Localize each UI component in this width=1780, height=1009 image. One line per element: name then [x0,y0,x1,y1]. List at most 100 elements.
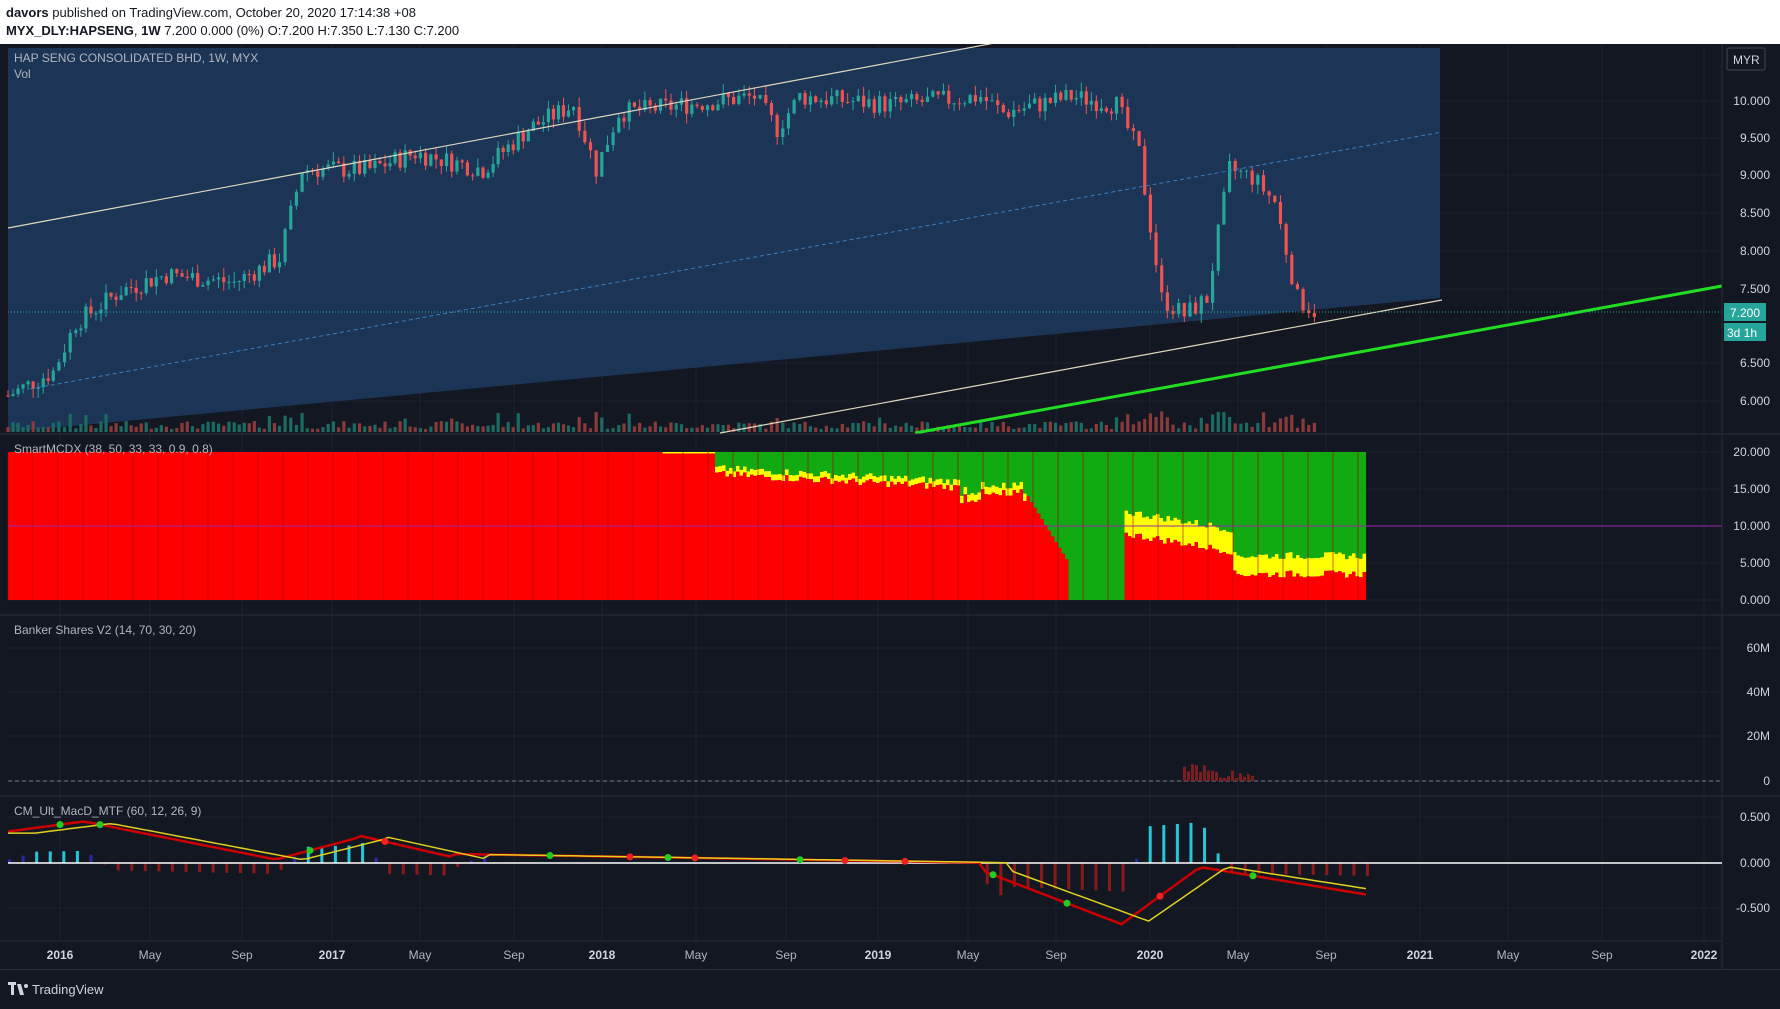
smart-red-bar [1363,572,1367,600]
banker-bar [1231,771,1234,781]
macd-hist-bar [1176,824,1179,863]
smart-green-bar [992,452,996,485]
smart-yellow-bar [1230,532,1234,554]
smart-title[interactable]: SmartMCDX (38, 50, 33, 33, 0.9, 0.8) [14,442,213,456]
candle-body [701,106,704,110]
smart-yellow-bar [722,465,726,471]
candle-body [373,161,376,168]
smart-green-bar [761,452,765,469]
candle-body [6,396,9,397]
smart-red-bar [1356,576,1360,600]
smart-red-bar [1188,544,1192,600]
volume-bar [1075,422,1078,432]
macd-hist-bar [443,863,446,875]
macd-title[interactable]: CM_Ult_MacD_MTF (60, 12, 26, 9) [14,804,201,818]
smart-yellow-bar [1188,521,1192,543]
candle-body [207,281,210,285]
smart-yellow-bar [1359,559,1363,578]
volume-bar [1137,422,1140,432]
smart-green-bar [922,452,926,476]
smart-green-bar [852,452,856,473]
axis-tick-label: 8.500 [1740,206,1770,220]
smart-yellow-bar [1191,524,1195,546]
smart-green-bar [1265,452,1269,554]
main-title[interactable]: HAP SENG CONSOLIDATED BHD, 1W, MYX [14,51,258,65]
volume-bar [492,425,495,432]
smart-red-bar [1160,540,1164,600]
volume-bar [716,424,719,432]
volume-bar [990,422,993,432]
smart-red-bar [894,485,898,600]
candle-body [1012,110,1015,117]
smart-green-bar [1342,452,1346,554]
candle-body [455,160,458,171]
volume-bar [764,429,767,432]
volume-bar [300,413,303,432]
smart-green-bar [869,452,873,473]
macd-cross-dot [665,854,672,861]
macd-hist-bar [225,863,228,873]
smart-yellow-bar [1233,552,1237,571]
smart-green-bar [775,452,779,474]
smart-yellow-bar [939,479,943,485]
candle-body [1279,202,1282,224]
smart-yellow-bar [964,487,968,494]
macd-hist-bar [280,863,283,870]
smart-green-bar [1209,452,1213,523]
candle-body [476,167,479,175]
smart-green-bar [1058,452,1062,548]
smart-red-bar [1240,575,1244,600]
candle-body [617,118,620,133]
volume-bar [910,426,913,432]
volume-bar [617,425,620,432]
symbol-name[interactable]: MYX_DLY:HAPSENG [6,23,134,38]
banker-title[interactable]: Banker Shares V2 (14, 70, 30, 20) [14,623,196,637]
smart-red-bar [1048,531,1052,600]
volume-bar [578,417,581,432]
smart-yellow-bar [768,471,772,477]
volume-bar [527,425,530,432]
chart-area[interactable]: HAP SENG CONSOLIDATED BHD, 1W, MYX Vol S… [0,44,1780,969]
volume-bar [16,423,19,432]
price-channel[interactable] [8,48,1440,432]
smart-red-bar [817,482,821,600]
volume-bar [222,426,225,432]
vol-label[interactable]: Vol [14,67,31,81]
candle-body [150,278,153,286]
candle-body [512,144,515,150]
volume-bar [606,429,609,432]
macd-hist-bar [89,855,92,863]
smart-green-bar [1044,452,1048,525]
smart-green-bar [1321,452,1325,557]
macd-hist-bar [157,863,160,871]
smart-yellow-bar [1352,553,1356,572]
smart-red-bar [785,475,789,600]
publisher-name[interactable]: davors [6,5,49,20]
volume-bar [1007,426,1010,432]
brand-label[interactable]: TradingView [32,982,104,997]
volume-bar [1234,423,1237,432]
macd-cross-dot [57,821,64,828]
volume-bar [1095,424,1098,432]
candle-body [562,105,565,116]
banker-bar [1199,772,1202,781]
candle-body [753,96,756,99]
macd-hist-bar [361,843,364,863]
smart-red-bar [1062,554,1066,600]
candle-body [378,161,381,164]
smart-red-bar [890,482,894,600]
smart-green-bar [1132,452,1136,516]
candle-body [201,285,204,287]
smart-green-bar [792,452,796,475]
banker-bar [1219,778,1222,781]
candle-body [414,156,417,159]
candle-body [434,154,437,159]
price-axis-ticks: 10.0009.5009.0008.5008.0007.5006.5006.00… [1733,94,1770,915]
candle-body [135,288,138,293]
volume-bar [825,426,828,432]
smart-red-bar [1023,501,1027,600]
axis-tick-label: 5.000 [1740,556,1770,570]
smart-yellow-bar [1310,558,1314,577]
smart-yellow-bar [890,476,894,482]
